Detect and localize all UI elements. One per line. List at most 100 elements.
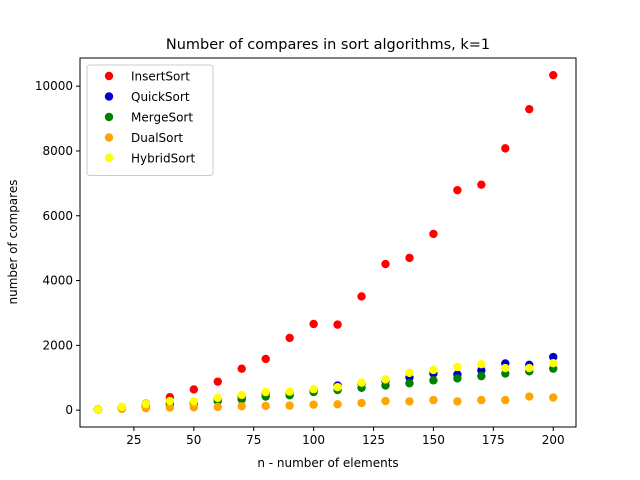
- data-point: [165, 403, 175, 412]
- data-point: [285, 387, 294, 396]
- data-point: [141, 399, 151, 409]
- legend-marker: [104, 92, 114, 101]
- data-point: [477, 366, 486, 375]
- data-point: [309, 319, 318, 329]
- data-point: [549, 393, 558, 402]
- data-point: [237, 390, 246, 400]
- data-points: [93, 70, 558, 414]
- legend: InsertSort QuickSort MergeSort DualSort Hybr…: [86, 64, 214, 176]
- x-tick-label: 100: [302, 433, 325, 447]
- plot-frame: [79, 57, 577, 428]
- legend-item: QuickSort: [104, 90, 190, 104]
- data-point: [261, 387, 270, 397]
- data-point: [261, 401, 270, 411]
- legend-label: QuickSort: [131, 90, 190, 104]
- y-tick-label: 2000: [42, 338, 73, 352]
- data-point: [453, 362, 462, 372]
- y-tick-label: 6000: [42, 209, 73, 223]
- x-tick-label: 150: [422, 433, 445, 447]
- data-point: [429, 376, 438, 385]
- data-point: [525, 363, 534, 373]
- legend-marker: [104, 133, 114, 142]
- x-axis-label: n - number of elements: [257, 456, 398, 470]
- series-quicksort: [93, 352, 558, 414]
- y-tick-label: 10000: [35, 79, 73, 93]
- data-point: [381, 396, 390, 406]
- data-point: [405, 253, 414, 263]
- plot-area: 25 50 75 100 125 150 175 200 0 2000 4000 6000 8000 1…: [35, 57, 577, 447]
- data-point: [477, 395, 486, 405]
- series-dualsort: [93, 392, 558, 414]
- legend-item: InsertSort: [104, 69, 190, 83]
- data-point: [405, 397, 414, 406]
- data-point: [477, 359, 486, 369]
- data-point: [237, 402, 246, 411]
- legend-box: [86, 64, 214, 176]
- data-point: [117, 402, 127, 412]
- data-point: [261, 354, 270, 364]
- data-point: [405, 379, 414, 388]
- chart-title: Number of compares in sort algorithms, k…: [166, 37, 490, 53]
- data-point: [381, 259, 390, 269]
- x-tick-label: 175: [482, 433, 505, 447]
- data-point: [189, 397, 199, 406]
- x-axis-ticks: 25 50 75 100 125 150 175 200: [126, 427, 565, 447]
- data-point: [453, 397, 462, 406]
- data-point: [525, 104, 534, 114]
- y-tick-label: 8000: [42, 144, 73, 158]
- data-point: [213, 377, 222, 386]
- data-point: [405, 368, 414, 378]
- data-point: [453, 374, 462, 383]
- legend-label: DualSort: [131, 131, 183, 145]
- data-point: [477, 180, 486, 189]
- data-point: [549, 70, 558, 80]
- data-point: [501, 144, 510, 153]
- data-point: [213, 402, 222, 412]
- y-axis-ticks: 0 2000 4000 6000 8000 10000: [35, 79, 80, 417]
- data-point: [357, 378, 366, 387]
- data-point: [189, 403, 199, 412]
- data-point: [501, 395, 510, 405]
- x-tick-label: 50: [186, 433, 201, 447]
- x-tick-label: 200: [542, 433, 565, 447]
- data-point: [237, 364, 246, 373]
- data-point: [357, 398, 366, 408]
- legend-item: DualSort: [104, 131, 183, 145]
- series-mergesort: [93, 364, 558, 414]
- data-point: [501, 363, 510, 373]
- data-point: [453, 185, 462, 195]
- y-tick-label: 0: [65, 403, 73, 417]
- legend-label: InsertSort: [131, 69, 190, 83]
- data-point: [477, 371, 486, 381]
- x-tick-label: 25: [126, 433, 141, 447]
- data-point: [285, 333, 294, 343]
- data-point: [333, 400, 342, 409]
- data-point: [357, 292, 366, 301]
- data-point: [213, 393, 222, 403]
- data-point: [93, 405, 103, 414]
- legend-item: HybridSort: [104, 151, 196, 165]
- data-point: [429, 365, 438, 375]
- data-point: [309, 400, 318, 409]
- series-hybridsort: [93, 358, 558, 414]
- x-tick-label: 75: [246, 433, 261, 447]
- data-point: [309, 384, 318, 394]
- legend-marker: [104, 71, 114, 81]
- data-point: [429, 395, 438, 405]
- y-axis-label: number of compares: [6, 180, 20, 305]
- data-point: [549, 358, 558, 368]
- data-point: [429, 229, 438, 239]
- x-tick-label: 125: [362, 433, 385, 447]
- data-point: [525, 392, 534, 401]
- data-point: [381, 375, 390, 384]
- legend-item: MergeSort: [104, 110, 193, 124]
- data-point: [285, 401, 294, 410]
- data-point: [333, 382, 342, 392]
- legend-marker: [104, 112, 114, 122]
- data-point: [333, 320, 342, 329]
- data-point: [381, 381, 390, 390]
- data-point: [189, 385, 199, 394]
- data-point: [549, 352, 558, 362]
- legend-marker: [104, 153, 114, 163]
